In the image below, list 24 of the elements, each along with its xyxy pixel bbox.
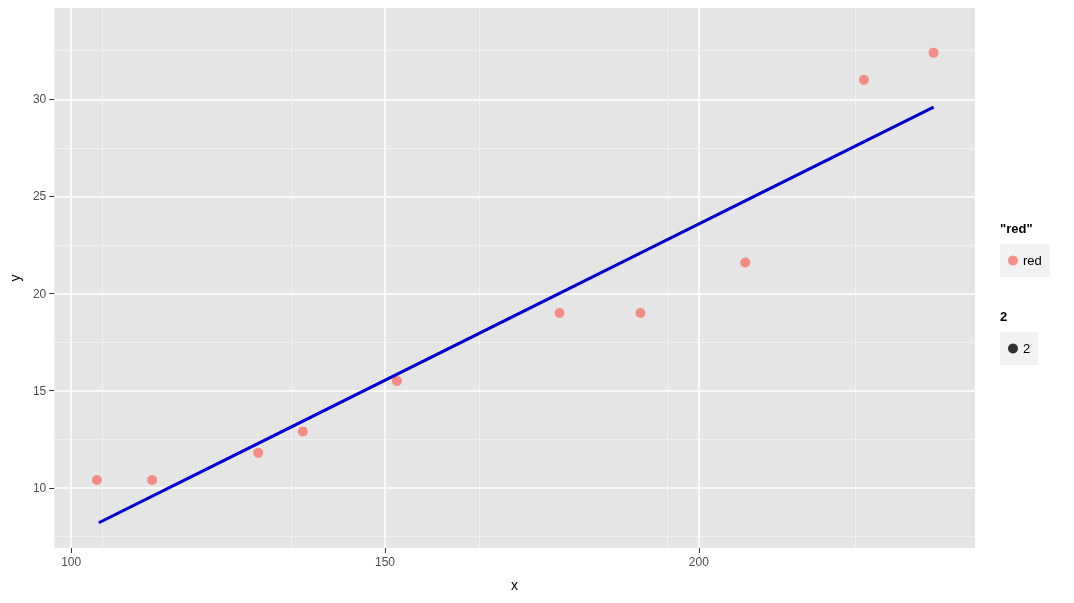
point	[147, 475, 158, 486]
x-axis-title: x	[511, 577, 519, 593]
point	[740, 257, 751, 268]
point	[391, 375, 402, 386]
x-tick-label: 200	[688, 555, 710, 569]
point	[554, 307, 565, 318]
y-tick-label: 10	[32, 480, 47, 495]
legend-title: "red"	[1000, 221, 1033, 236]
x-tick-label: 100	[61, 555, 82, 569]
x-tick-label: 150	[375, 555, 396, 569]
point	[928, 47, 939, 58]
y-tick-label: 20	[32, 286, 47, 301]
y-tick-label: 30	[32, 92, 47, 107]
point	[297, 426, 308, 437]
point	[91, 475, 102, 486]
point	[858, 74, 869, 85]
legend-label: red	[1023, 253, 1042, 268]
y-axis-title: y	[7, 274, 23, 282]
point	[253, 447, 264, 458]
legend-label: 2	[1023, 341, 1031, 356]
text: 2	[1000, 309, 1008, 324]
point	[635, 307, 646, 318]
y-tick-label: 25	[32, 189, 47, 204]
y-tick-label: 15	[32, 383, 47, 398]
